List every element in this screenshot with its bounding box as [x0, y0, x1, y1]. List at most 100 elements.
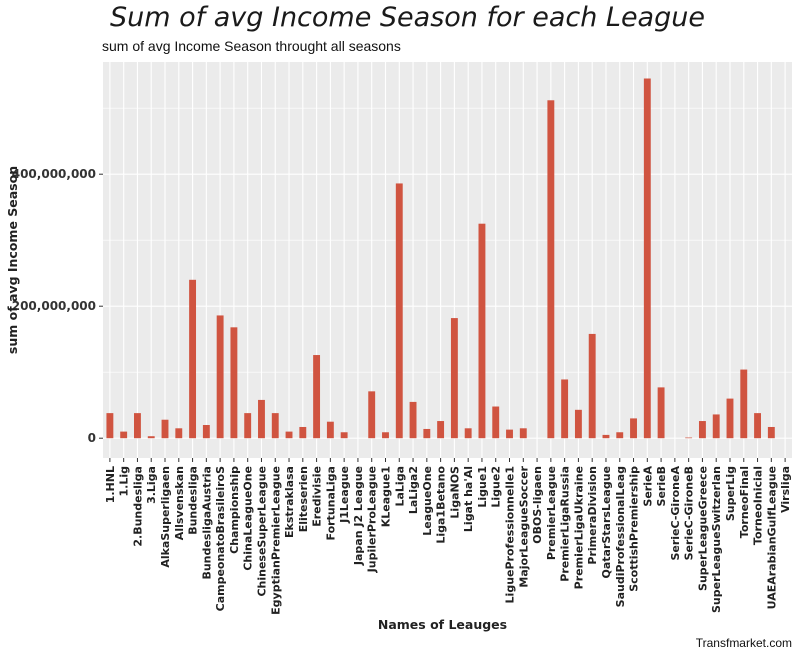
x-tick-label: LaLiga: [393, 466, 406, 507]
x-tick-label: PrimeraDivision: [586, 466, 599, 565]
x-tick-label: LigaNOS: [448, 466, 461, 519]
bar-jupilerproleague: [368, 391, 376, 439]
bar-j1league: [340, 432, 348, 439]
x-tick-label: SerieA: [641, 466, 654, 507]
bar-seriec-gironeb: [685, 437, 693, 439]
bar-qatarstarsleague: [602, 434, 610, 439]
bar-bundesligaaustria: [202, 425, 210, 439]
x-tick-label: Championship: [228, 466, 241, 554]
bar-fortunaliga: [326, 421, 334, 439]
x-tick-label: KLeague1: [379, 466, 392, 527]
x-tick-label: Liga1Betano: [435, 466, 448, 544]
x-tick-label: AlkaSuperligaen: [159, 466, 172, 568]
bar-laliga: [395, 183, 403, 439]
y-tick-label: 0: [88, 431, 96, 445]
x-tick-label: SuperLeagueGreece: [696, 466, 709, 591]
x-tick-label: SuperLig: [724, 466, 737, 521]
source-caption: Transfmarket.com: [695, 636, 792, 650]
x-tick-label: SerieC-GironeB: [683, 466, 696, 560]
bar-torneofinal: [740, 369, 748, 439]
x-tick-label: 3.Liga: [145, 466, 158, 504]
x-tick-label: ChinaLeagueOne: [242, 466, 255, 571]
x-axis-title: Names of Leauges: [378, 617, 507, 632]
x-tick-label: MajorLeagueSoccer: [517, 465, 530, 587]
x-tick-label: SerieB: [655, 466, 668, 506]
bar-eredivisie: [313, 355, 321, 439]
bar-chinaleagueone: [244, 413, 252, 439]
x-tick-label: Bundesliga: [187, 466, 200, 535]
x-tick-label: CampeonatoBrasileiroS: [214, 466, 227, 611]
bar-2-bundesliga: [134, 413, 141, 439]
x-tick-label: PremierLigaRussia: [559, 466, 572, 582]
bar-1-hnl: [106, 413, 114, 439]
y-axis-title: sum of avg Income Season: [5, 166, 20, 354]
x-tick-label: 1.Lig: [118, 466, 131, 497]
bar-eliteserien: [299, 426, 307, 439]
bar-superleaguegreece: [698, 421, 706, 439]
bar-laliga2: [409, 401, 417, 439]
bar-seriea: [643, 78, 651, 439]
bar-uaearabiangulfleague: [767, 426, 775, 439]
bar-egyptianpremierleague: [271, 413, 279, 439]
bar-chinesesuperleague: [258, 399, 265, 439]
x-tick-label: SuperLeagueSwitzerlan: [710, 466, 723, 613]
bar-majorleaguesoccer: [519, 428, 527, 439]
bar-liganos: [450, 318, 458, 439]
bar-torneoinicial: [754, 413, 761, 439]
bar-scottishpremiership: [630, 418, 637, 439]
bar-ligue1: [478, 223, 486, 439]
bar-ekstraklasa: [285, 431, 293, 439]
bar-ligue2: [492, 406, 500, 439]
bar-alkasuperligaen: [161, 419, 169, 439]
x-tick-label: QatarStarsLeague: [600, 466, 613, 579]
bar-saudiprofessionalleag: [616, 432, 624, 439]
x-tick-label: ScottishPremiership: [628, 466, 641, 592]
x-tick-label: Japan J2 League: [352, 466, 365, 566]
x-tick-label: TorneoInicial: [752, 466, 765, 545]
gridlines: [103, 62, 792, 458]
bar-premierligaukraine: [574, 409, 582, 439]
y-tick-label: 400,000,000: [12, 167, 96, 181]
bar-premierleague: [547, 100, 555, 439]
bar-superlig: [726, 398, 734, 439]
x-tick-label: Virsliga: [779, 466, 792, 513]
bars: [106, 78, 775, 439]
x-tick-label: BundesligaAustria: [200, 466, 213, 580]
x-tick-label: JupilerProLeague: [366, 466, 379, 573]
x-tick-label: 1.HNL: [104, 466, 117, 503]
bar-1-lig: [120, 431, 128, 439]
x-axis-ticks: 1.HNL 1.Lig 2.Bundesliga 3.Liga AlkaSuperlig…: [104, 458, 792, 615]
x-tick-label: PremierLigaUkraine: [572, 466, 585, 589]
bar-championship: [230, 327, 238, 439]
x-tick-label: LeagueOne: [421, 466, 434, 536]
x-tick-label: Ekstraklasa: [283, 466, 296, 538]
bar-serieb: [657, 387, 665, 439]
y-tick-label: 200,000,000: [12, 299, 96, 313]
x-tick-label: ChineseSuperLeague: [255, 466, 268, 597]
x-tick-label: 2.Bundesliga: [131, 466, 144, 547]
x-tick-label: Eliteserien: [297, 466, 310, 532]
x-tick-label: UAEArabianGulfLeague: [765, 466, 778, 609]
x-tick-label: PremierLeague: [545, 466, 558, 560]
bar-kleague1: [382, 432, 389, 439]
chart-title: Sum of avg Income Season for each League: [110, 2, 705, 33]
bar-allsvenskan: [175, 428, 183, 439]
bar-bundesliga: [189, 279, 197, 439]
x-tick-label: LaLiga2: [407, 466, 420, 514]
x-tick-label: Ligat ha'Al: [462, 466, 475, 532]
x-tick-label: SaudiProfessionalLeag: [614, 466, 627, 607]
x-tick-label: LigueProfessionnelle1: [504, 466, 517, 603]
x-tick-label: Eredivisie: [311, 466, 324, 527]
bar-ligueprofessionnelle1: [506, 429, 513, 439]
x-tick-label: OBOS-ligaen: [531, 466, 544, 544]
x-tick-label: TorneoFinal: [738, 466, 751, 538]
bar-leagueone: [423, 428, 431, 439]
bar-campeonatobrasileiros: [216, 315, 224, 439]
y-axis-ticks: 0 200,000,000 400,000,000: [12, 167, 103, 445]
chart-subtitle: sum of avg Income Season throught all se…: [102, 38, 401, 54]
bar-superleagueswitzerlan: [712, 414, 720, 439]
x-tick-label: FortunaLiga: [324, 466, 337, 540]
bar-liga1betano: [437, 421, 445, 439]
x-tick-label: Allsvenskan: [173, 466, 186, 540]
